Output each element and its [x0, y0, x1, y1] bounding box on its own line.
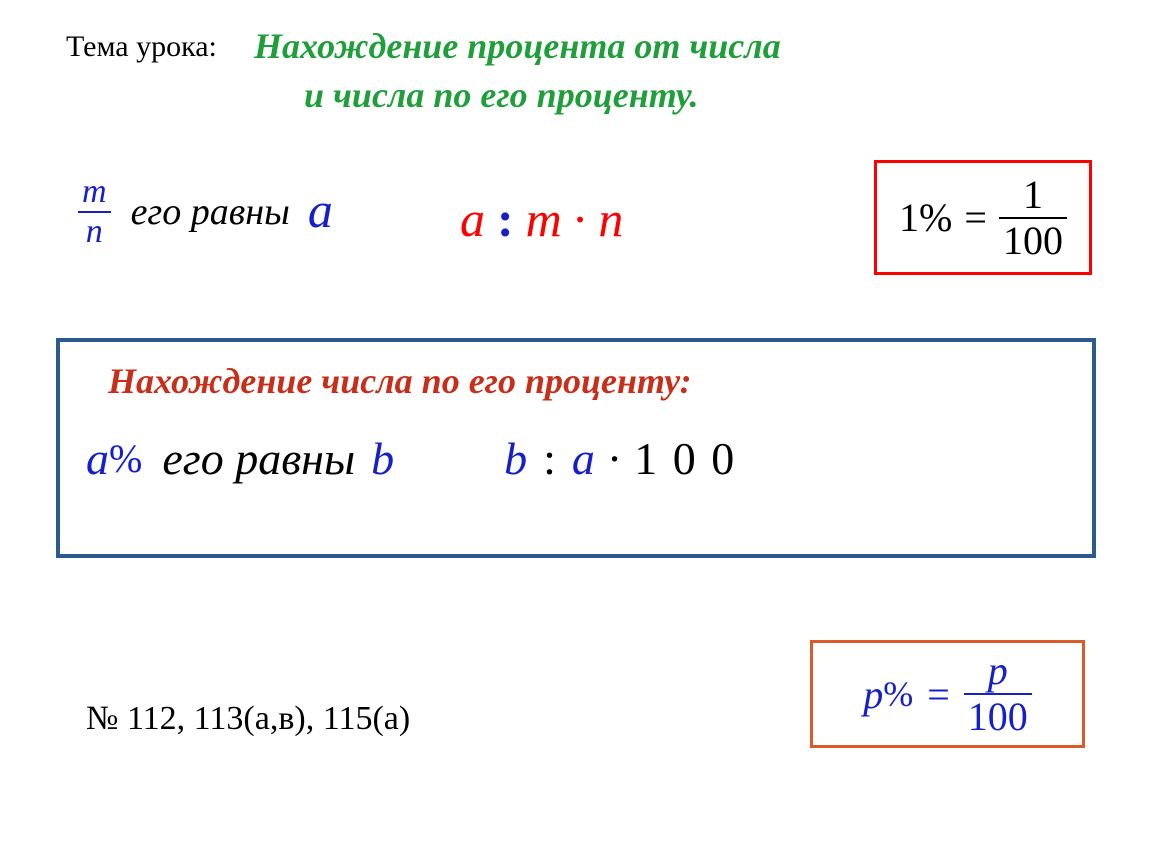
bluebox-formula-b: b: [504, 432, 527, 485]
frac-m: m: [78, 175, 111, 211]
onepercent-fraction: 1 100: [999, 175, 1067, 261]
formula-a: a: [460, 190, 485, 248]
homework: № 112, 113(а,в), 115(а): [86, 700, 410, 738]
onepercent-eq: =: [964, 194, 987, 241]
blue-box: Нахождение числа по его проценту: a % ег…: [56, 338, 1096, 558]
one-percent-box: 1% = 1 100: [874, 160, 1092, 275]
title-line2: и числа по его проценту.: [254, 71, 781, 120]
orangebox-p: p: [863, 671, 883, 718]
orangebox-fraction: p 100: [964, 651, 1032, 737]
bluebox-percent: %: [109, 435, 142, 482]
orangebox-den: 100: [964, 695, 1032, 737]
orange-box: p % = p 100: [810, 640, 1085, 748]
orangebox-percent: %: [883, 673, 913, 715]
bluebox-formula-a: a: [572, 432, 595, 485]
formula-dot: ·: [572, 190, 589, 248]
row1-a: a: [308, 181, 333, 239]
formula-m: m: [526, 190, 562, 248]
onepercent-den: 100: [999, 219, 1067, 261]
bluebox-a: a: [86, 432, 109, 485]
bluebox-formula-dot: ·: [607, 432, 622, 485]
onepercent-num: 1: [1019, 175, 1047, 217]
bluebox-formula-colon: :: [543, 432, 556, 485]
fraction-m-over-n: m n: [78, 175, 111, 249]
bluebox-text: его равны: [162, 432, 355, 485]
formula-colon: :: [497, 190, 514, 248]
header-label: Тема урока:: [66, 30, 217, 63]
bluebox-b: b: [371, 432, 394, 485]
bluebox-heading: Нахождение числа по его проценту:: [60, 342, 1092, 402]
formula-n: n: [598, 190, 623, 248]
frac-n: n: [82, 213, 107, 249]
bluebox-formula-100: 1 0 0: [634, 432, 736, 485]
orangebox-eq: =: [927, 671, 950, 718]
onepercent-left: 1%: [899, 194, 952, 241]
row1-text: его равны: [131, 190, 290, 234]
title-line1: Нахождение процента от числа: [254, 22, 781, 71]
orangebox-num: p: [984, 651, 1012, 693]
